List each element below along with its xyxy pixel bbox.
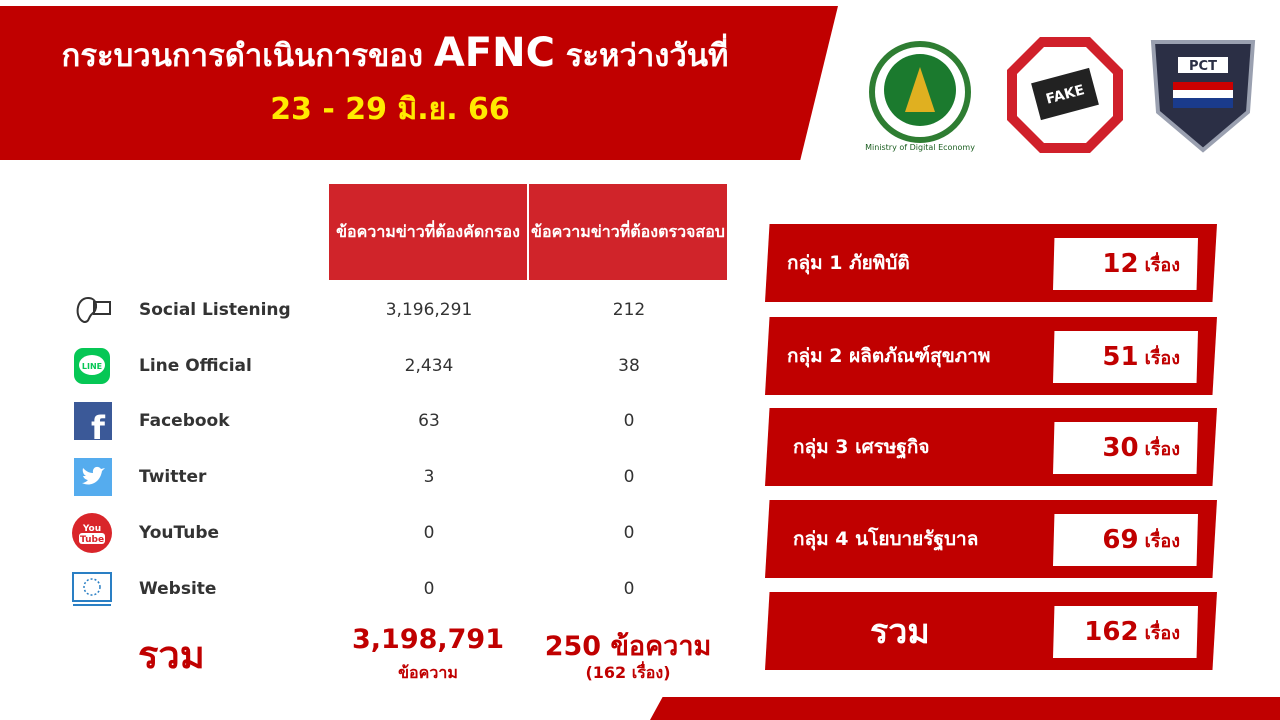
group-card-total: รวม 162 เรื่อง bbox=[765, 592, 1217, 670]
group-card-3: กลุ่ม 3 เศรษฐกิจ 30 เรื่อง bbox=[765, 408, 1217, 486]
pct-logo: PCT bbox=[1143, 32, 1263, 157]
total-screened-unit: ข้อความ bbox=[398, 663, 458, 682]
page-title: กระบวนการดำเนินการของ AFNC ระหว่างวันที่ bbox=[61, 30, 729, 76]
anti-fake-news-logo: FAKE bbox=[1005, 32, 1125, 157]
total-verified-note: (162 เรื่อง) bbox=[585, 663, 671, 682]
ear-chat-icon bbox=[70, 290, 114, 330]
svg-text:You: You bbox=[82, 524, 101, 534]
total-verified: 250 ข้อความ bbox=[544, 631, 712, 662]
svg-text:Ministry of Digital Economy: Ministry of Digital Economy bbox=[865, 143, 975, 152]
ministry-logo: Ministry of Digital Economy bbox=[860, 32, 980, 157]
title-banner bbox=[0, 6, 838, 160]
table-row: f Facebook 63 0 bbox=[70, 401, 730, 441]
group-card-2: กลุ่ม 2 ผลิตภัณฑ์สุขภาพ 51 เรื่อง bbox=[765, 317, 1217, 395]
svg-text:f: f bbox=[91, 409, 106, 441]
table-row: LINE Line Official 2,434 38 bbox=[70, 346, 730, 386]
group-card-1: กลุ่ม 1 ภัยพิบัติ 12 เรื่อง bbox=[765, 224, 1217, 302]
table-row: Twitter 3 0 bbox=[70, 457, 730, 497]
website-icon bbox=[70, 569, 114, 609]
twitter-icon bbox=[70, 457, 114, 497]
line-icon: LINE bbox=[70, 346, 114, 386]
footer-bar bbox=[650, 697, 1280, 720]
table-row: Social Listening 3,196,291 212 bbox=[70, 290, 730, 330]
svg-text:LINE: LINE bbox=[82, 362, 102, 371]
column-header-screened: ข้อความข่าวที่ต้องคัดกรอง bbox=[329, 184, 527, 280]
svg-text:Tube: Tube bbox=[80, 535, 104, 545]
youtube-icon: You Tube bbox=[70, 513, 114, 553]
table-row: You Tube YouTube 0 0 bbox=[70, 513, 730, 553]
total-label: รวม bbox=[138, 633, 205, 677]
total-screened: 3,198,791 bbox=[351, 624, 505, 655]
svg-text:PCT: PCT bbox=[1189, 59, 1217, 74]
facebook-icon: f bbox=[70, 401, 114, 441]
group-card-4: กลุ่ม 4 นโยบายรัฐบาล 69 เรื่อง bbox=[765, 500, 1217, 578]
date-range: 23 - 29 มิ.ย. 66 bbox=[270, 92, 510, 127]
column-header-verified: ข้อความข่าวที่ต้องตรวจสอบ bbox=[529, 184, 727, 280]
table-row: Website 0 0 bbox=[70, 569, 730, 609]
